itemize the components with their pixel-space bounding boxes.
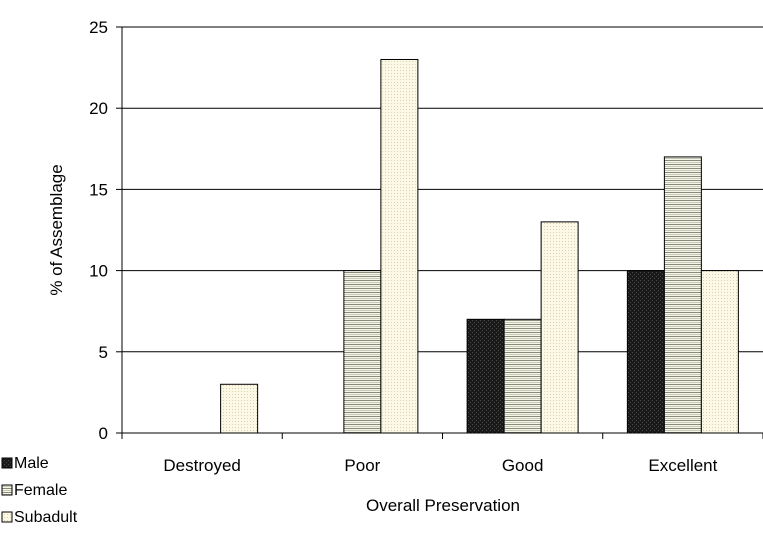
legend-label-male: Male (14, 455, 49, 472)
y-tick-label: 15 (89, 180, 108, 199)
legend-label-female: Female (14, 482, 67, 499)
x-tick-label: Good (502, 456, 544, 475)
y-tick-label: 20 (89, 99, 108, 118)
bar-subadult-excellent (700, 270, 739, 434)
bar-female-good (503, 318, 542, 434)
bar-female-poor (343, 270, 382, 434)
bars (220, 58, 739, 434)
bar-female-excellent (663, 156, 702, 434)
axes (116, 26, 763, 439)
legend-swatch-female (1, 484, 13, 496)
x-axis-title: Overall Preservation (366, 496, 520, 515)
x-tick-label: Excellent (648, 456, 717, 475)
bar-subadult-destroyed (220, 383, 259, 434)
bar-male-excellent (626, 270, 665, 434)
tick-labels: 0 5 10 15 20 25 Destroyed Poor Good Excellent (89, 18, 718, 475)
x-tick-label: Destroyed (163, 456, 240, 475)
legend-label-subadult: Subadult (14, 509, 78, 526)
legend: Male Female Subadult (1, 455, 78, 526)
bar-male-good (466, 318, 505, 434)
x-tick-label: Poor (344, 456, 380, 475)
bar-subadult-poor (380, 58, 419, 434)
bar-subadult-good (540, 221, 579, 434)
legend-swatch-male (1, 457, 13, 469)
legend-swatch-subadult (1, 511, 13, 523)
y-axis-title: % of Assemblage (47, 164, 66, 295)
y-tick-label: 10 (89, 262, 108, 281)
y-tick-label: 25 (89, 18, 108, 37)
y-tick-label: 0 (99, 424, 108, 443)
y-tick-label: 5 (99, 343, 108, 362)
